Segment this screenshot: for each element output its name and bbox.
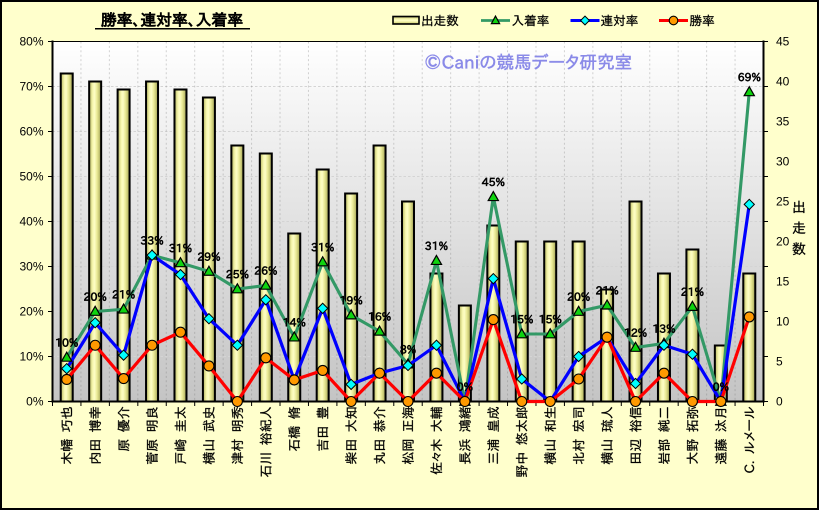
svg-text:50%: 50% (19, 170, 43, 184)
svg-text:10%: 10% (19, 350, 43, 364)
svg-text:0%: 0% (26, 395, 44, 409)
svg-text:80%: 80% (19, 35, 43, 49)
svg-text:10: 10 (776, 315, 790, 329)
svg-text:0: 0 (776, 395, 783, 409)
svg-text:30: 30 (776, 155, 790, 169)
svg-text:40: 40 (776, 75, 790, 89)
svg-text:35: 35 (776, 115, 790, 129)
svg-text:20%: 20% (19, 305, 43, 319)
svg-text:20: 20 (776, 235, 790, 249)
svg-text:45: 45 (776, 35, 790, 49)
svg-text:25: 25 (776, 195, 790, 209)
svg-text:70%: 70% (19, 80, 43, 94)
svg-text:5: 5 (776, 355, 783, 369)
svg-text:40%: 40% (19, 215, 43, 229)
svg-text:15: 15 (776, 275, 790, 289)
svg-text:30%: 30% (19, 260, 43, 274)
svg-text:60%: 60% (19, 125, 43, 139)
